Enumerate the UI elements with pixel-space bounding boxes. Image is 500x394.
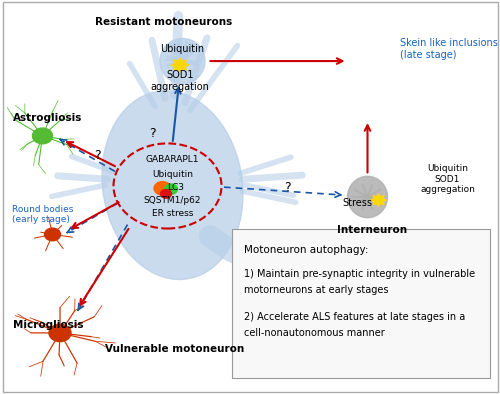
- Text: Motoneuron autophagy:: Motoneuron autophagy:: [244, 245, 368, 255]
- Text: Microgliosis: Microgliosis: [12, 320, 83, 330]
- FancyBboxPatch shape: [232, 229, 490, 378]
- Text: ?: ?: [284, 181, 291, 193]
- Polygon shape: [370, 194, 386, 206]
- Text: motorneurons at early stages: motorneurons at early stages: [244, 285, 388, 295]
- Text: ?: ?: [94, 149, 101, 162]
- Text: GABARAPL1: GABARAPL1: [146, 155, 199, 164]
- Text: cell-nonautonomous manner: cell-nonautonomous manner: [244, 328, 385, 338]
- Circle shape: [32, 128, 52, 144]
- Text: Ubiquitin
SOD1
aggregation: Ubiquitin SOD1 aggregation: [420, 164, 475, 194]
- Text: 2) Accelerate ALS features at late stages in a: 2) Accelerate ALS features at late stage…: [244, 312, 465, 322]
- Text: Resistant motoneurons: Resistant motoneurons: [95, 17, 232, 27]
- Text: Skein like inclusions
(late stage): Skein like inclusions (late stage): [400, 39, 498, 60]
- Circle shape: [44, 228, 60, 241]
- Text: Ubiquitin: Ubiquitin: [152, 170, 193, 178]
- Circle shape: [160, 190, 172, 198]
- Text: Astrogliosis: Astrogliosis: [12, 113, 82, 123]
- Ellipse shape: [160, 39, 205, 84]
- Ellipse shape: [348, 177, 388, 217]
- Text: LC3: LC3: [168, 183, 184, 191]
- Text: Round bodies
(early stage): Round bodies (early stage): [12, 205, 74, 225]
- Text: ER stress: ER stress: [152, 209, 193, 218]
- Text: Interneuron: Interneuron: [338, 225, 407, 236]
- Text: SOD1
aggregation: SOD1 aggregation: [150, 70, 210, 91]
- Text: Vulnerable motoneuron: Vulnerable motoneuron: [106, 344, 244, 354]
- Text: 1) Maintain pre-synaptic integrity in vulnerable: 1) Maintain pre-synaptic integrity in vu…: [244, 269, 475, 279]
- Circle shape: [154, 182, 171, 195]
- Polygon shape: [171, 58, 189, 72]
- Text: SQSTM1/p62: SQSTM1/p62: [144, 196, 201, 204]
- Text: ?: ?: [149, 128, 156, 140]
- Circle shape: [49, 324, 71, 342]
- Text: Stress: Stress: [342, 198, 372, 208]
- Ellipse shape: [102, 91, 243, 279]
- Text: Ubiquitin: Ubiquitin: [160, 44, 204, 54]
- Circle shape: [164, 184, 177, 194]
